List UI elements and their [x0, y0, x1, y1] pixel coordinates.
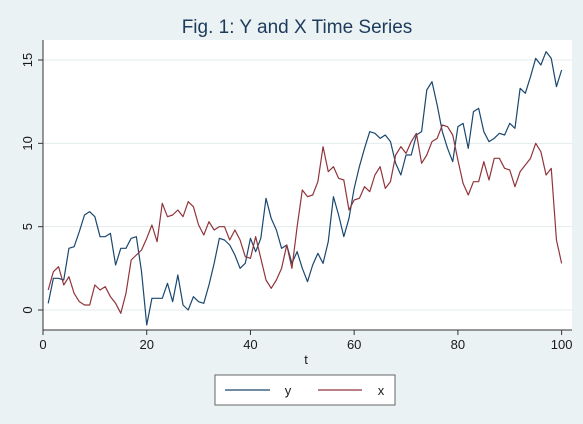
y-tick-label-15: 15 — [20, 53, 35, 67]
series-line-y — [47, 51, 563, 326]
x-tick-label-20: 20 — [139, 337, 153, 352]
x-tick-label-0: 0 — [39, 337, 46, 352]
chart-title: Fig. 1: Y and X Time Series — [182, 17, 413, 38]
grid-lines — [43, 59, 572, 311]
legend: y x — [214, 374, 396, 406]
x-tick-label-100: 100 — [551, 337, 573, 352]
series-line-x — [47, 124, 563, 314]
y-tick-label-0: 0 — [20, 306, 35, 313]
legend-label-y: y — [285, 383, 292, 398]
y-tick-label-5: 5 — [20, 223, 35, 230]
x-tick-label-60: 60 — [347, 337, 361, 352]
axes — [38, 40, 572, 335]
series-lines — [47, 51, 563, 326]
x-axis-title: t — [304, 352, 308, 367]
legend-label-x: x — [378, 383, 385, 398]
x-tick-label-40: 40 — [243, 337, 257, 352]
plot-area — [43, 40, 572, 330]
x-tick-label-80: 80 — [451, 337, 465, 352]
tick-labels: 0 5 10 15 0 20 40 60 80 100 — [20, 53, 572, 352]
y-tick-label-10: 10 — [20, 136, 35, 150]
